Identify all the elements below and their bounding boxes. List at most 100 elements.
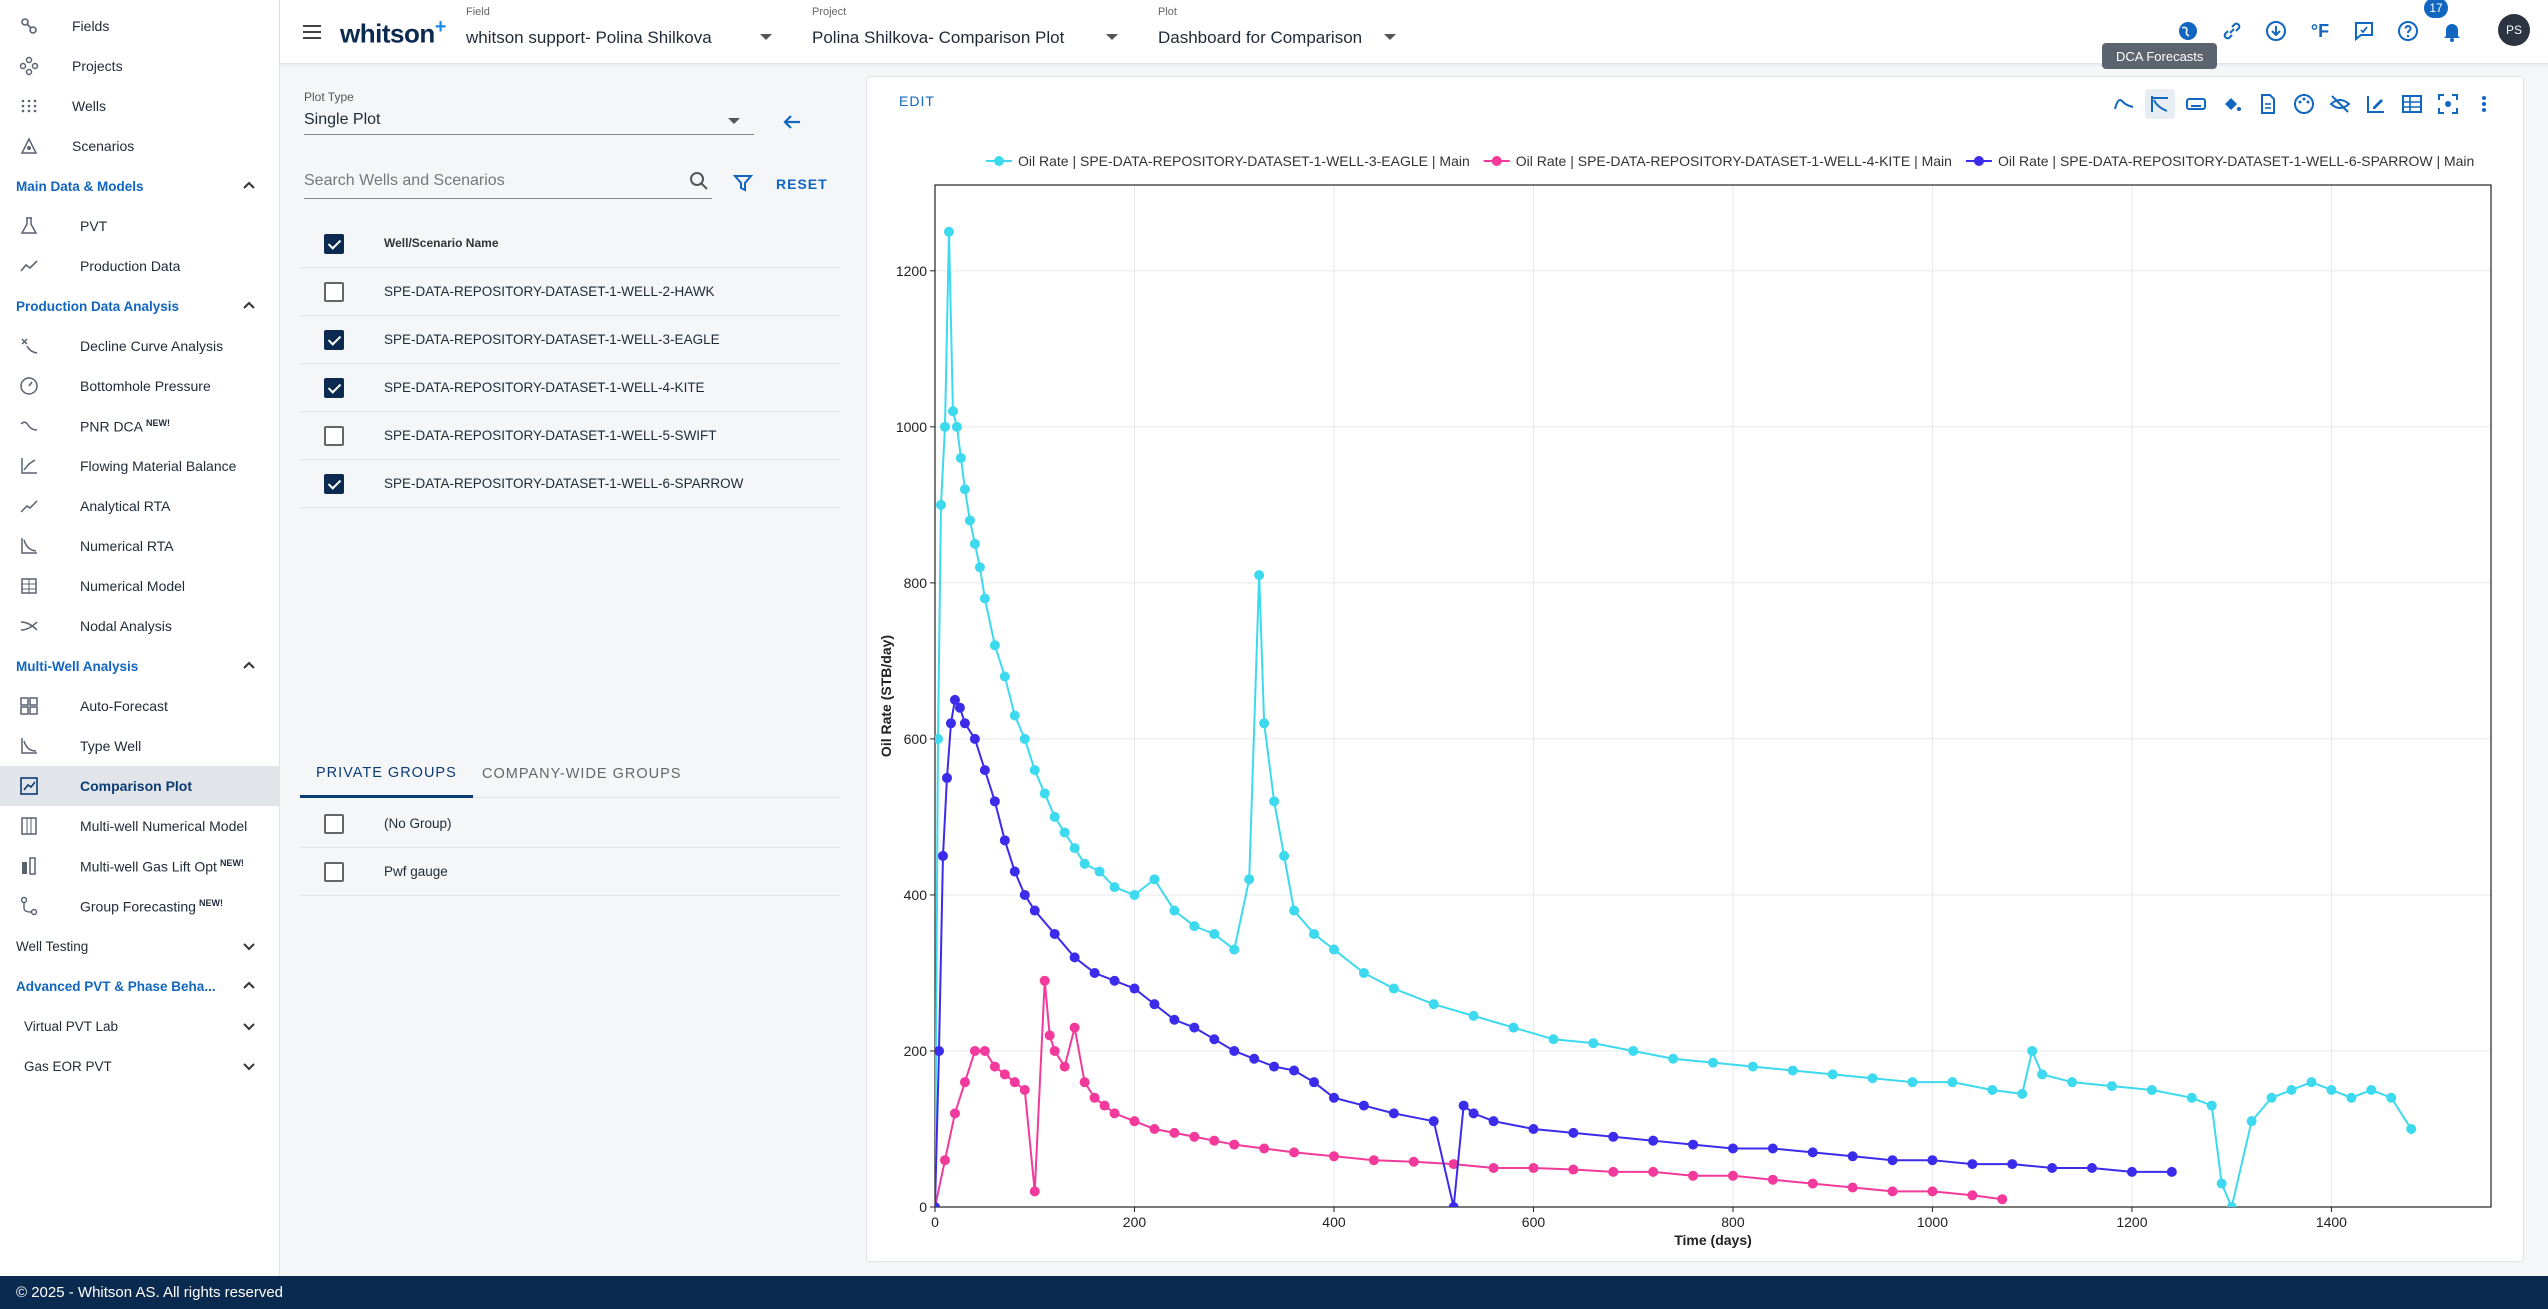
data-point[interactable] [969, 733, 980, 744]
data-point[interactable] [1358, 1100, 1369, 1111]
list-item[interactable]: (No Group) [300, 800, 840, 848]
bell-icon[interactable] [2438, 17, 2466, 45]
data-point[interactable] [1049, 1045, 1060, 1056]
data-point[interactable] [2206, 1100, 2217, 1111]
data-point[interactable] [1019, 889, 1030, 900]
project-select[interactable]: Project Polina Shilkova- Comparison Plot [812, 6, 1122, 58]
data-point[interactable] [1009, 710, 1020, 721]
data-point[interactable] [2166, 1166, 2177, 1177]
table-row[interactable]: SPE-DATA-REPOSITORY-DATASET-1-WELL-2-HAW… [300, 268, 840, 316]
well-checkbox[interactable] [324, 426, 344, 446]
data-point[interactable] [989, 1061, 1000, 1072]
data-point[interactable] [1488, 1162, 1499, 1173]
data-point[interactable] [1039, 788, 1050, 799]
group-checkbox[interactable] [324, 862, 344, 882]
sidebar-item-fields[interactable]: Fields [0, 6, 279, 46]
data-point[interactable] [1508, 1022, 1519, 1033]
data-point[interactable] [2406, 1123, 2417, 1134]
data-point[interactable] [1169, 905, 1180, 916]
data-point[interactable] [1688, 1170, 1699, 1181]
data-point[interactable] [2037, 1069, 2048, 1080]
data-point[interactable] [947, 406, 958, 417]
data-point[interactable] [1807, 1147, 1818, 1158]
data-point[interactable] [2087, 1162, 2098, 1173]
data-point[interactable] [2067, 1077, 2078, 1088]
data-point[interactable] [1229, 944, 1240, 955]
data-point[interactable] [1109, 1108, 1120, 1119]
data-point[interactable] [999, 835, 1010, 846]
data-point[interactable] [2017, 1088, 2028, 1099]
trend-icon[interactable] [2145, 89, 2175, 119]
data-point[interactable] [1328, 1151, 1339, 1162]
section-production-data-analysis[interactable]: Production Data Analysis [0, 286, 279, 326]
sidebar-item-group-forecasting[interactable]: Group Forecasting NEW! [0, 886, 279, 926]
tab-private-groups[interactable]: PRIVATE GROUPS [300, 750, 473, 798]
data-point[interactable] [1528, 1123, 1539, 1134]
table-row[interactable]: SPE-DATA-REPOSITORY-DATASET-1-WELL-6-SPA… [300, 460, 840, 508]
data-point[interactable] [1049, 811, 1060, 822]
plot-select[interactable]: Plot Dashboard for Comparison [1158, 6, 1468, 58]
data-point[interactable] [943, 226, 954, 237]
sidebar-item-nodal-analysis[interactable]: Nodal Analysis [0, 606, 279, 646]
data-point[interactable] [939, 1155, 950, 1166]
data-point[interactable] [1049, 928, 1060, 939]
data-point[interactable] [937, 850, 948, 861]
data-point[interactable] [1368, 1155, 1379, 1166]
section-virtual-pvt-lab[interactable]: Virtual PVT Lab [0, 1006, 279, 1046]
arrow-left-icon[interactable] [778, 108, 806, 136]
data-point[interactable] [999, 1069, 1010, 1080]
data-point[interactable] [1269, 796, 1280, 807]
data-point[interactable] [1129, 889, 1140, 900]
data-point[interactable] [1019, 733, 1030, 744]
section-gas-eor-pvt[interactable]: Gas EOR PVT [0, 1046, 279, 1086]
data-point[interactable] [1279, 850, 1290, 861]
data-point[interactable] [1079, 1077, 1090, 1088]
data-point[interactable] [955, 453, 966, 464]
data-point[interactable] [2216, 1178, 2227, 1189]
data-point[interactable] [1029, 1186, 1040, 1197]
table-row[interactable]: SPE-DATA-REPOSITORY-DATASET-1-WELL-4-KIT… [300, 364, 840, 412]
data-point[interactable] [2047, 1162, 2058, 1173]
paint-bucket-icon[interactable] [2217, 89, 2247, 119]
data-point[interactable] [1588, 1038, 1599, 1049]
field-select[interactable]: Field whitson support- Polina Shilkova [466, 6, 776, 58]
data-point[interactable] [1967, 1159, 1978, 1170]
data-point[interactable] [2226, 1202, 2237, 1212]
data-point[interactable] [1039, 975, 1050, 986]
data-point[interactable] [941, 772, 952, 783]
keyboard-icon[interactable] [2181, 89, 2211, 119]
data-point[interactable] [2386, 1092, 2397, 1103]
oil-rate-chart[interactable]: 0 200 400 600 800 1000 1200 1400 0 200 400 600 800 10… [867, 77, 2525, 1263]
data-point[interactable] [1767, 1174, 1778, 1185]
data-point[interactable] [1708, 1057, 1718, 1068]
data-point[interactable] [989, 796, 1000, 807]
data-point[interactable] [1468, 1108, 1479, 1119]
data-point[interactable] [1189, 1022, 1200, 1033]
data-point[interactable] [979, 1045, 990, 1056]
data-point[interactable] [1189, 921, 1200, 932]
data-point[interactable] [934, 1045, 944, 1056]
data-point[interactable] [1787, 1065, 1798, 1076]
select-all-checkbox[interactable] [324, 234, 344, 254]
data-point[interactable] [1259, 1143, 1270, 1154]
data-point[interactable] [1668, 1053, 1679, 1064]
sidebar-item-type-well[interactable]: Type Well [0, 726, 279, 766]
sidebar-item-multi-well-gas-lift-opt[interactable]: Multi-well Gas Lift Opt NEW! [0, 846, 279, 886]
data-point[interactable] [1109, 975, 1120, 986]
data-point[interactable] [1358, 967, 1369, 978]
data-point[interactable] [969, 1045, 980, 1056]
data-point[interactable] [1059, 1061, 1070, 1072]
data-point[interactable] [1289, 905, 1300, 916]
sidebar-item-pnr-dca[interactable]: PNR DCA NEW! [0, 406, 279, 446]
data-point[interactable] [1388, 983, 1399, 994]
sidebar-item-multi-well-numerical-model[interactable]: Multi-well Numerical Model [0, 806, 279, 846]
feedback-icon[interactable] [2350, 17, 2378, 45]
data-point[interactable] [1079, 858, 1090, 869]
data-point[interactable] [1099, 1100, 1110, 1111]
well-checkbox[interactable] [324, 330, 344, 350]
fit-screen-icon[interactable] [2433, 89, 2463, 119]
data-point[interactable] [1807, 1178, 1818, 1189]
tab-company-wide-groups[interactable]: COMPANY-WIDE GROUPS [482, 766, 682, 782]
data-point[interactable] [2366, 1084, 2377, 1095]
data-point[interactable] [1408, 1156, 1419, 1167]
